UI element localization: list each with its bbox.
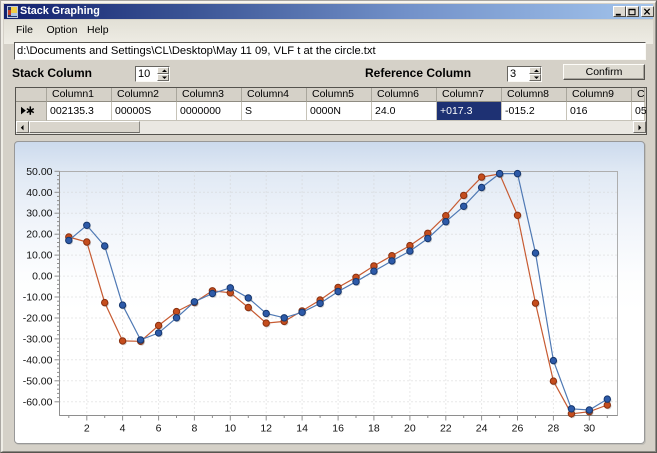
svg-text:14: 14 <box>296 423 308 435</box>
svg-text:30: 30 <box>583 423 595 435</box>
svg-text:22: 22 <box>440 423 452 435</box>
svg-text:30.00: 30.00 <box>26 208 52 220</box>
svg-text:26: 26 <box>512 423 524 435</box>
svg-text:4: 4 <box>120 423 126 435</box>
svg-text:6: 6 <box>156 423 162 435</box>
svg-text:12: 12 <box>260 423 272 435</box>
svg-text:24: 24 <box>476 423 488 435</box>
svg-text:8: 8 <box>191 423 197 435</box>
svg-text:16: 16 <box>332 423 344 435</box>
svg-text:-60.00: -60.00 <box>23 396 53 408</box>
svg-text:2: 2 <box>84 423 90 435</box>
svg-text:20: 20 <box>404 423 416 435</box>
svg-text:-20.00: -20.00 <box>23 313 53 325</box>
svg-text:10: 10 <box>224 423 236 435</box>
svg-text:40.00: 40.00 <box>26 187 52 199</box>
svg-text:-10.00: -10.00 <box>23 292 53 304</box>
svg-text:-50.00: -50.00 <box>23 375 53 387</box>
svg-text:18: 18 <box>368 423 380 435</box>
svg-text:10.00: 10.00 <box>26 250 52 262</box>
svg-text:-40.00: -40.00 <box>23 354 53 366</box>
svg-text:-30.00: -30.00 <box>23 333 53 345</box>
svg-text:20.00: 20.00 <box>26 229 52 241</box>
svg-text:28: 28 <box>548 423 560 435</box>
svg-text:50.00: 50.00 <box>26 166 52 178</box>
svg-text:0.00: 0.00 <box>32 271 53 283</box>
